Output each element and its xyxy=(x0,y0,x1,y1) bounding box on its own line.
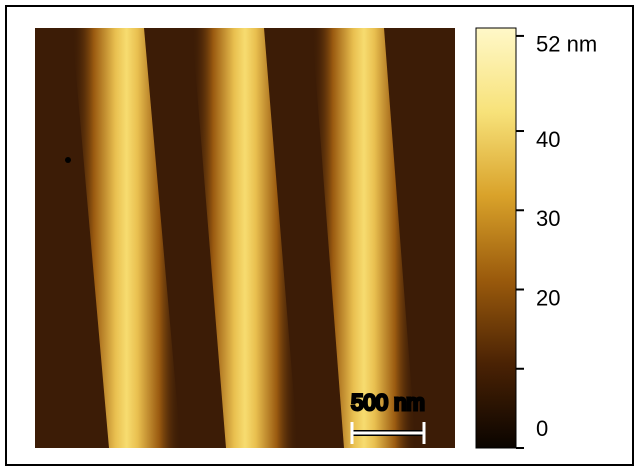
afm-image xyxy=(35,28,455,448)
tick-label: 0 xyxy=(536,416,548,441)
tick-label: 20 xyxy=(536,285,560,310)
tick-label: 52 nm xyxy=(536,32,597,57)
tick-label: 30 xyxy=(536,206,560,231)
colorbar xyxy=(476,28,516,448)
tick-label: 40 xyxy=(536,127,560,152)
scale-bar-label: 500 nm xyxy=(351,390,424,415)
figure: 500 nm 52 nm 40 30 20 0 xyxy=(0,0,640,470)
